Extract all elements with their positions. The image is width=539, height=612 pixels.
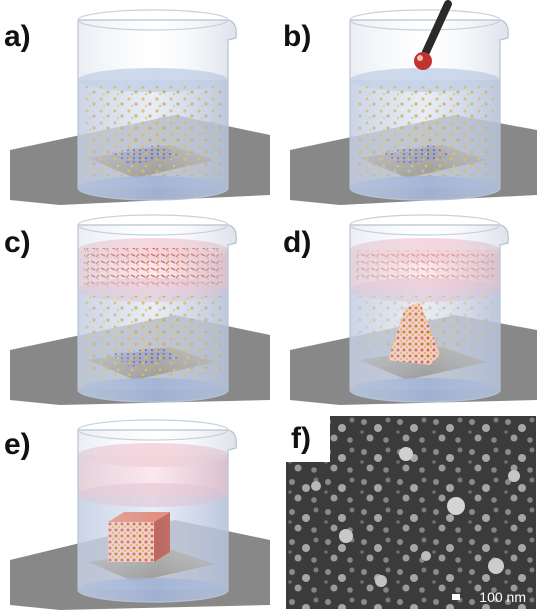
panel-label-b: b)	[283, 20, 312, 53]
beaker-glass	[77, 429, 237, 603]
panel-label-a: a)	[4, 20, 31, 53]
scale-bar	[452, 594, 460, 600]
panel-label-c: c)	[4, 226, 31, 259]
beaker-glass	[349, 224, 509, 403]
panel-b	[290, 0, 537, 205]
panel-label-d: d)	[283, 226, 312, 259]
beaker-rim	[77, 9, 229, 31]
beaker-rim	[77, 214, 229, 236]
beaker-glass	[77, 224, 237, 403]
panel-e	[10, 419, 270, 610]
panel-c	[10, 214, 270, 405]
drop-icon	[414, 52, 432, 70]
beaker-rim	[349, 214, 501, 236]
panel-a	[10, 9, 270, 205]
panel-label-f: f)	[291, 422, 311, 455]
beaker-rim	[349, 9, 501, 31]
beaker-glass	[77, 19, 237, 201]
sem-label-background	[286, 416, 330, 462]
beaker-rim	[77, 419, 229, 441]
scale-bar-label: 100 nm	[479, 589, 526, 605]
drop-highlight	[417, 55, 423, 61]
beaker-glass	[349, 19, 509, 201]
panel-d	[290, 214, 537, 405]
panel-label-e: e)	[4, 428, 31, 461]
pipette	[422, 0, 452, 56]
